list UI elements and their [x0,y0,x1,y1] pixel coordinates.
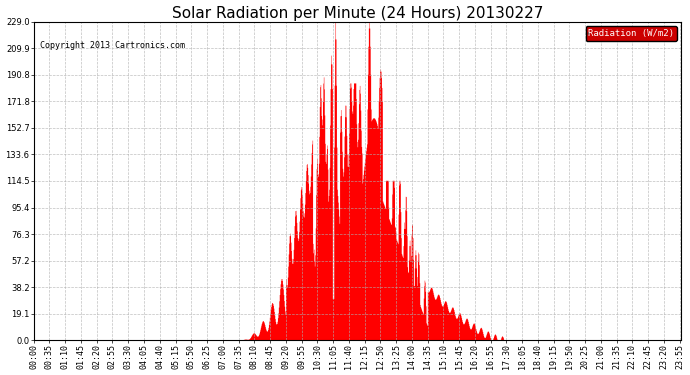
Text: Copyright 2013 Cartronics.com: Copyright 2013 Cartronics.com [40,41,185,50]
Title: Solar Radiation per Minute (24 Hours) 20130227: Solar Radiation per Minute (24 Hours) 20… [172,6,543,21]
Legend: Radiation (W/m2): Radiation (W/m2) [586,26,677,40]
